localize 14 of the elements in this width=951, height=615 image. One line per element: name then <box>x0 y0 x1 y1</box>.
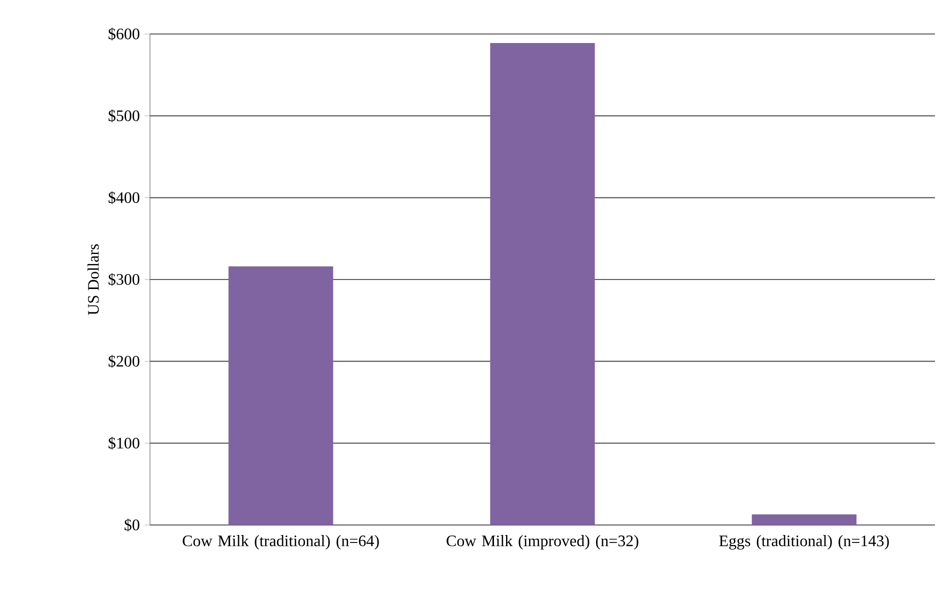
y-tick-label: $300 <box>108 273 140 286</box>
y-tick-label: $600 <box>108 28 140 40</box>
y-tick-label: $500 <box>108 109 140 122</box>
x-tick-label: Cow Milk (improved) (n=32) <box>446 535 638 550</box>
y-tick-label: $200 <box>108 354 140 368</box>
x-tick-label: Eggs (traditional) (n=143) <box>719 535 889 550</box>
y-axis-title: US Dollars <box>88 244 99 315</box>
y-tick-label: $0 <box>124 518 140 532</box>
y-tick-label: $400 <box>108 191 140 204</box>
x-tick-label: Cow Milk (traditional) (n=64) <box>182 535 379 550</box>
y-tick-label: $100 <box>108 436 140 450</box>
bar <box>752 514 856 525</box>
bar <box>490 43 595 525</box>
bar <box>228 266 334 525</box>
